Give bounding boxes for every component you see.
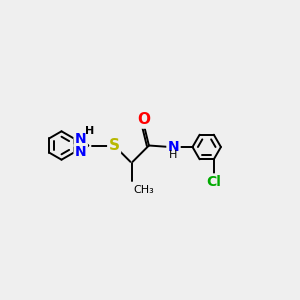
Text: H: H <box>85 126 94 136</box>
Text: N: N <box>168 140 179 154</box>
Text: CH₃: CH₃ <box>133 185 154 195</box>
Text: N: N <box>75 132 86 146</box>
Text: S: S <box>109 138 120 153</box>
Text: O: O <box>137 112 150 127</box>
Text: N: N <box>75 145 86 159</box>
Text: Cl: Cl <box>206 175 221 189</box>
Text: H: H <box>169 150 177 161</box>
